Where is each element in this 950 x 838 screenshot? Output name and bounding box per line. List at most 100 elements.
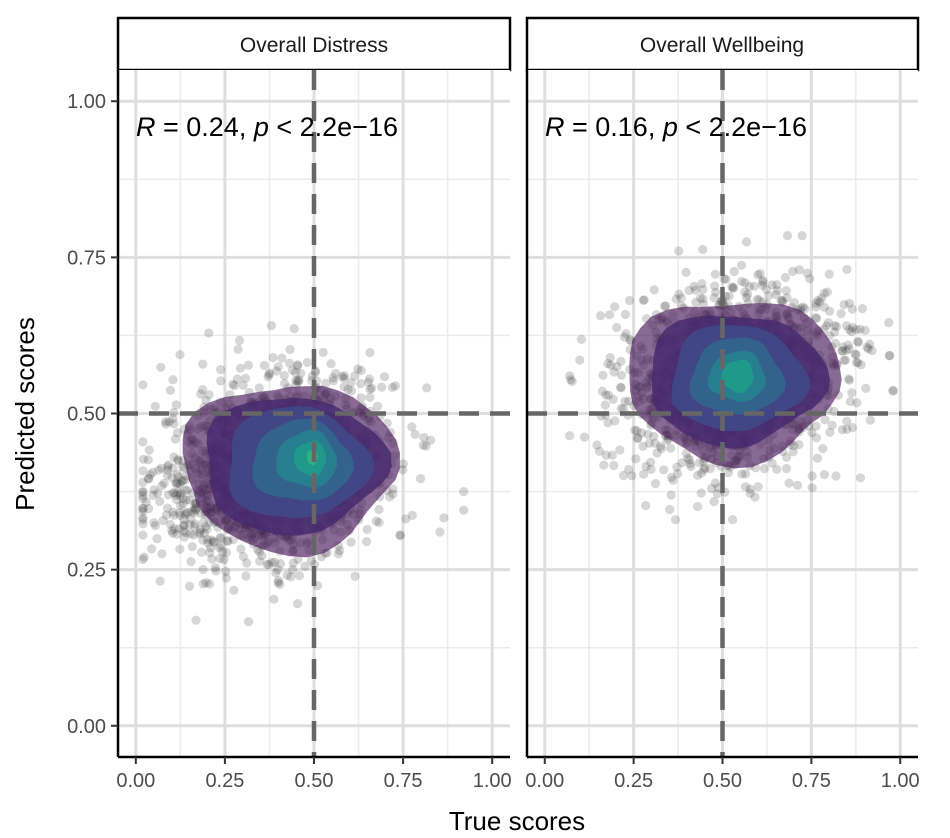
data-point: [842, 345, 852, 355]
data-point: [171, 495, 182, 505]
data-point: [171, 490, 181, 500]
data-point: [172, 529, 182, 539]
data-point: [138, 506, 148, 516]
data-point: [616, 356, 626, 366]
data-point: [698, 299, 709, 309]
data-point: [850, 349, 860, 359]
data-point: [144, 474, 154, 484]
data-point: [339, 382, 349, 392]
data-point: [697, 279, 707, 289]
data-point: [695, 293, 706, 303]
data-point: [189, 508, 199, 518]
data-point: [821, 321, 832, 331]
data-point: [721, 274, 731, 284]
data-point: [794, 440, 804, 450]
data-point: [191, 504, 201, 514]
annotation-eq1: = 0.24,: [156, 112, 254, 142]
data-point: [844, 375, 855, 385]
data-point: [598, 370, 608, 380]
data-point: [426, 435, 436, 445]
data-point: [705, 464, 715, 474]
data-point: [339, 371, 350, 381]
data-point: [143, 473, 153, 484]
data-point: [385, 492, 395, 502]
annotation-eq1: = 0.16,: [565, 112, 663, 142]
data-point: [339, 373, 349, 383]
data-point: [207, 554, 217, 564]
data-point: [737, 469, 747, 479]
data-point: [264, 560, 274, 570]
data-point: [677, 458, 687, 468]
data-point: [800, 304, 810, 314]
data-point: [163, 465, 173, 475]
data-point: [665, 504, 675, 515]
data-point: [217, 547, 228, 557]
data-point: [567, 376, 577, 386]
data-point: [163, 490, 174, 500]
data-point: [780, 272, 791, 283]
data-point: [698, 294, 708, 304]
data-point: [157, 549, 167, 559]
data-point: [649, 285, 659, 295]
data-point: [211, 566, 221, 576]
data-point: [204, 390, 214, 400]
data-point: [616, 370, 627, 380]
data-point: [867, 345, 877, 356]
data-point: [855, 473, 866, 483]
data-point: [579, 432, 590, 442]
data-point: [666, 490, 676, 500]
data-point: [189, 503, 199, 513]
data-point: [847, 304, 857, 314]
data-point: [310, 367, 320, 377]
data-point: [761, 284, 772, 295]
data-point: [596, 311, 606, 321]
data-point: [811, 298, 821, 308]
data-point: [709, 293, 719, 303]
data-point: [168, 488, 178, 498]
data-point: [855, 324, 865, 334]
data-point: [181, 528, 191, 538]
data-point: [294, 375, 304, 385]
data-point: [150, 521, 160, 531]
data-point: [672, 462, 682, 472]
data-point: [204, 579, 215, 589]
data-point: [333, 549, 343, 559]
data-point: [666, 443, 676, 453]
data-point: [772, 280, 782, 290]
data-point: [168, 507, 178, 517]
data-point: [805, 274, 815, 284]
data-point: [203, 538, 213, 548]
data-point: [644, 438, 655, 448]
data-point: [209, 537, 219, 547]
data-point: [838, 342, 848, 352]
data-point: [321, 378, 331, 388]
data-point: [852, 398, 862, 408]
data-point: [331, 368, 341, 378]
correlation-annotation: R = 0.16, p < 2.2e−16: [545, 112, 807, 142]
data-point: [138, 503, 148, 513]
data-point: [844, 324, 854, 335]
data-point: [155, 576, 165, 586]
data-point: [693, 502, 703, 512]
data-point: [194, 529, 204, 539]
data-point: [674, 246, 684, 256]
data-point: [162, 470, 172, 480]
data-point: [698, 284, 708, 295]
data-point: [638, 295, 648, 305]
data-point: [173, 488, 183, 498]
data-point: [819, 302, 829, 312]
data-point: [171, 400, 181, 410]
data-point: [660, 301, 670, 311]
data-point: [681, 267, 691, 277]
data-point: [175, 500, 185, 511]
data-point: [764, 291, 774, 301]
data-point: [607, 450, 617, 460]
data-point: [618, 470, 629, 481]
data-point: [144, 504, 154, 514]
data-point: [753, 270, 763, 280]
data-point: [169, 524, 179, 534]
data-point: [241, 373, 251, 383]
data-point: [175, 479, 185, 489]
data-point: [594, 446, 605, 456]
